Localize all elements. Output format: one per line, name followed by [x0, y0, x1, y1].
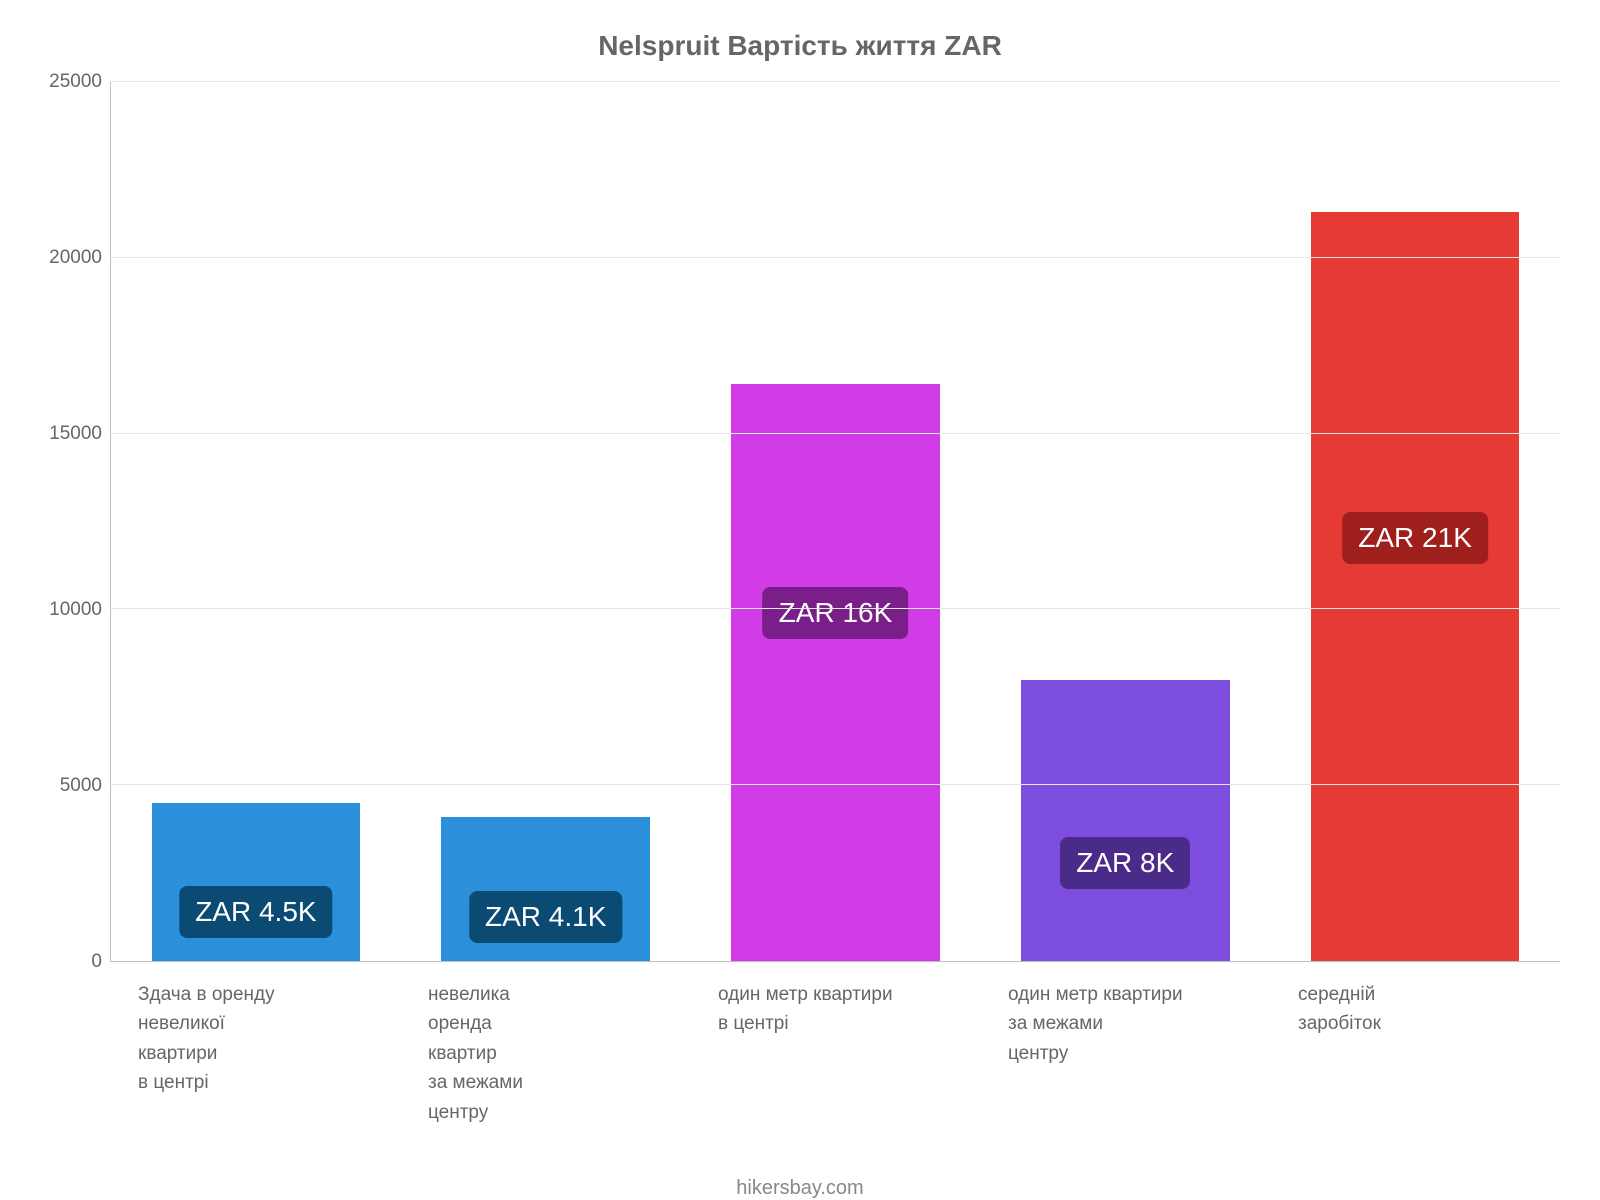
- y-tick-label: 25000: [49, 71, 102, 93]
- x-label-slot: один метр квартири в центрі: [690, 980, 980, 1127]
- x-label: один метр квартири за межами центру: [1008, 980, 1183, 1127]
- chart-footer: hikersbay.com: [40, 1177, 1560, 1200]
- x-label: невелика оренда квартир за межами центру: [428, 980, 523, 1127]
- y-tick-label: 20000: [49, 247, 102, 269]
- bar-value-label: ZAR 16K: [763, 587, 909, 639]
- bar-slot: ZAR 4.5K: [111, 82, 401, 961]
- bar: ZAR 8K: [1021, 680, 1230, 961]
- chart-container: Nelspruit Вартість життя ZAR 0 5000 10000 1…: [0, 0, 1600, 1200]
- bars-layer: ZAR 4.5K ZAR 4.1K ZAR 16K ZAR 8K ZAR 21K: [111, 82, 1560, 961]
- bar-slot: ZAR 16K: [691, 82, 981, 961]
- bar: ZAR 16K: [731, 384, 940, 961]
- x-label-slot: середній заробіток: [1270, 980, 1560, 1127]
- bar: ZAR 21K: [1311, 212, 1520, 961]
- x-axis: Здача в оренду невеликої квартири в цент…: [110, 980, 1560, 1127]
- bar-value-label: ZAR 8K: [1060, 837, 1190, 889]
- x-label: Здача в оренду невеликої квартири в цент…: [138, 980, 275, 1127]
- gridline: [111, 433, 1560, 434]
- gridline: [111, 257, 1560, 258]
- gridline: [111, 81, 1560, 82]
- bar-value-label: ZAR 4.1K: [469, 891, 622, 943]
- x-label-slot: один метр квартири за межами центру: [980, 980, 1270, 1127]
- x-label-slot: невелика оренда квартир за межами центру: [400, 980, 690, 1127]
- bar-slot: ZAR 21K: [1270, 82, 1560, 961]
- bar-value-label: ZAR 21K: [1342, 512, 1488, 564]
- gridline: [111, 784, 1560, 785]
- x-label-slot: Здача в оренду невеликої квартири в цент…: [110, 980, 400, 1127]
- x-label: один метр квартири в центрі: [718, 980, 893, 1127]
- bar: ZAR 4.1K: [441, 817, 650, 961]
- bar-value-label: ZAR 4.5K: [179, 886, 332, 938]
- plot-row: 0500010000150002000025000 ZAR 4.5KZAR 4.…: [40, 82, 1560, 962]
- y-tick-label: 5000: [60, 775, 102, 797]
- y-tick-label: 10000: [49, 599, 102, 621]
- gridline: [111, 608, 1560, 609]
- chart-title: Nelspruit Вартість життя ZAR: [40, 30, 1560, 62]
- bar-slot: ZAR 4.1K: [401, 82, 691, 961]
- y-tick-label: 0: [91, 951, 102, 973]
- y-axis: 0500010000150002000025000: [40, 82, 110, 962]
- x-label: середній заробіток: [1298, 980, 1381, 1127]
- y-tick-label: 15000: [49, 423, 102, 445]
- bar: ZAR 4.5K: [152, 803, 361, 961]
- plot-area: ZAR 4.5K ZAR 4.1K ZAR 16K ZAR 8K ZAR 21K: [110, 82, 1560, 962]
- bar-slot: ZAR 8K: [980, 82, 1270, 961]
